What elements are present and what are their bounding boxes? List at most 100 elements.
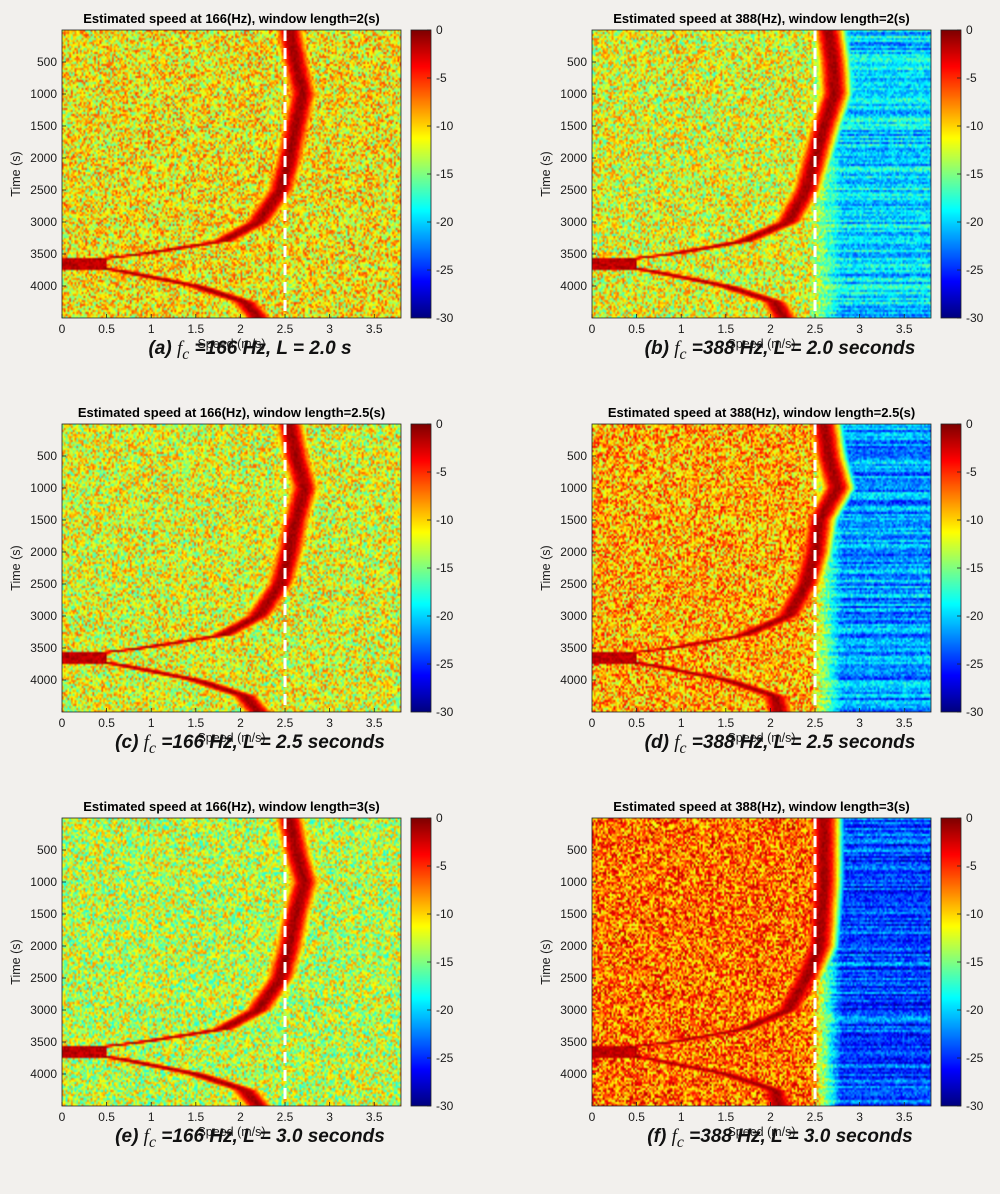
heatmap-image xyxy=(62,30,401,318)
x-tick-label: 0 xyxy=(59,1110,66,1124)
x-tick-label: 0.5 xyxy=(98,716,115,730)
plot-frame xyxy=(591,423,932,713)
y-tick-label: 4000 xyxy=(30,673,57,687)
colorbar-tick-label: 0 xyxy=(436,417,443,431)
x-tick-label: 0 xyxy=(589,322,596,336)
y-tick-label: 500 xyxy=(567,449,587,463)
x-tick-label: 2 xyxy=(767,1110,774,1124)
x-axis-label: Speed (m/s) xyxy=(727,731,795,745)
chart-panel: Estimated speed at 388(Hz), window lengt… xyxy=(530,788,1000,1182)
colorbar-tick-label: -25 xyxy=(436,263,454,277)
x-tick-label: 3 xyxy=(326,716,333,730)
caption-text: =388 Hz, L = 2.5 seconds xyxy=(686,732,916,753)
heatmap-chart: Estimated speed at 388(Hz), window lengt… xyxy=(539,405,984,745)
y-tick-label: 3500 xyxy=(30,641,57,655)
panel-caption: (e) fc =166 Hz, L = 3.0 seconds xyxy=(0,1126,500,1152)
x-tick-label: 0 xyxy=(59,322,66,336)
caption-math-subscript: c xyxy=(679,739,687,757)
colorbar-tick-label: -20 xyxy=(966,609,984,623)
colorbar xyxy=(411,818,431,1106)
y-tick-label: 1500 xyxy=(560,513,587,527)
colorbar-tick-label: -5 xyxy=(966,859,977,873)
y-tick-label: 2500 xyxy=(560,577,587,591)
colorbar-tick-label: 0 xyxy=(966,23,973,37)
caption-math-symbol: f xyxy=(143,732,149,753)
colorbar-tick-label: -20 xyxy=(436,215,454,229)
heatmap-image xyxy=(62,818,401,1106)
heatmap-image xyxy=(592,424,931,712)
y-tick-label: 1500 xyxy=(30,119,57,133)
caption-prefix: (a) xyxy=(148,338,177,359)
y-tick-label: 2000 xyxy=(560,151,587,165)
panel-caption: (f) fc =388 Hz, L = 3.0 seconds xyxy=(530,1126,1000,1152)
colorbar-tick-label: -5 xyxy=(436,71,447,85)
plot-frame xyxy=(61,29,402,319)
colorbar-tick-label: -25 xyxy=(436,657,454,671)
chart-panel: Estimated speed at 166(Hz), window lengt… xyxy=(0,788,500,1182)
caption-math-symbol: f xyxy=(143,1126,149,1147)
caption-text: =388 Hz, L = 3.0 seconds xyxy=(683,1126,913,1147)
caption-math-subscript: c xyxy=(676,1133,684,1151)
panel-caption: (c) fc =166 Hz, L = 2.5 seconds xyxy=(0,732,500,758)
y-tick-label: 3500 xyxy=(560,247,587,261)
x-tick-label: 3 xyxy=(856,716,863,730)
colorbar-tick-label: -15 xyxy=(966,167,984,181)
x-tick-label: 0.5 xyxy=(628,1110,645,1124)
y-tick-label: 3000 xyxy=(560,609,587,623)
caption-math-subscript: c xyxy=(148,1133,156,1151)
colorbar-tick-label: -15 xyxy=(436,955,454,969)
x-tick-label: 0.5 xyxy=(98,1110,115,1124)
x-tick-label: 1 xyxy=(148,322,155,336)
colorbar-tick-label: -25 xyxy=(966,1051,984,1065)
x-tick-label: 1.5 xyxy=(187,1110,204,1124)
y-tick-label: 1000 xyxy=(30,87,57,101)
colorbar-tick-label: -10 xyxy=(436,513,454,527)
caption-text: =166 Hz, L = 2.0 s xyxy=(189,338,352,359)
heatmap-chart: Estimated speed at 388(Hz), window lengt… xyxy=(539,11,984,351)
colorbar-tick-label: -15 xyxy=(966,955,984,969)
x-tick-label: 2 xyxy=(237,716,244,730)
chart-title: Estimated speed at 166(Hz), window lengt… xyxy=(83,799,380,814)
y-tick-label: 3000 xyxy=(560,1003,587,1017)
caption-math-subscript: c xyxy=(679,345,687,363)
caption-math-subscript: c xyxy=(148,739,156,757)
y-tick-label: 4000 xyxy=(560,673,587,687)
chart-panel: Estimated speed at 388(Hz), window lengt… xyxy=(530,394,1000,788)
x-axis-label: Speed (m/s) xyxy=(727,337,795,351)
x-tick-label: 2 xyxy=(237,1110,244,1124)
caption-math-symbol: f xyxy=(674,338,680,359)
y-tick-label: 2500 xyxy=(560,971,587,985)
colorbar xyxy=(941,30,961,318)
y-tick-label: 1000 xyxy=(560,481,587,495)
x-tick-label: 1.5 xyxy=(717,322,734,336)
chart-title: Estimated speed at 388(Hz), window lengt… xyxy=(613,11,910,26)
x-tick-label: 3 xyxy=(856,1110,863,1124)
y-axis-label: Time (s) xyxy=(539,545,553,590)
caption-prefix: (b) xyxy=(644,338,675,359)
colorbar-tick-label: -10 xyxy=(436,907,454,921)
colorbar-tick-label: -15 xyxy=(436,561,454,575)
colorbar-tick-label: -30 xyxy=(966,705,984,719)
x-tick-label: 0.5 xyxy=(628,716,645,730)
x-tick-label: 1.5 xyxy=(717,716,734,730)
x-tick-label: 2.5 xyxy=(277,716,294,730)
y-tick-label: 3500 xyxy=(30,1035,57,1049)
x-tick-label: 3.5 xyxy=(366,1110,383,1124)
colorbar-tick-label: -30 xyxy=(436,311,454,325)
colorbar-tick-label: -15 xyxy=(966,561,984,575)
colorbar-tick-label: 0 xyxy=(966,417,973,431)
x-tick-label: 1 xyxy=(678,322,685,336)
x-tick-label: 1 xyxy=(148,1110,155,1124)
x-tick-label: 3.5 xyxy=(896,716,913,730)
x-tick-label: 3 xyxy=(326,1110,333,1124)
heatmap-image xyxy=(592,30,931,318)
panel-caption: (d) fc =388 Hz, L = 2.5 seconds xyxy=(530,732,1000,758)
y-tick-label: 2000 xyxy=(560,545,587,559)
x-tick-label: 1 xyxy=(678,1110,685,1124)
x-tick-label: 2.5 xyxy=(807,716,824,730)
colorbar-tick-label: -20 xyxy=(966,1003,984,1017)
x-tick-label: 2.5 xyxy=(807,1110,824,1124)
y-tick-label: 500 xyxy=(567,55,587,69)
heatmap-image xyxy=(62,424,401,712)
chart-panel: Estimated speed at 166(Hz), window lengt… xyxy=(0,394,500,788)
